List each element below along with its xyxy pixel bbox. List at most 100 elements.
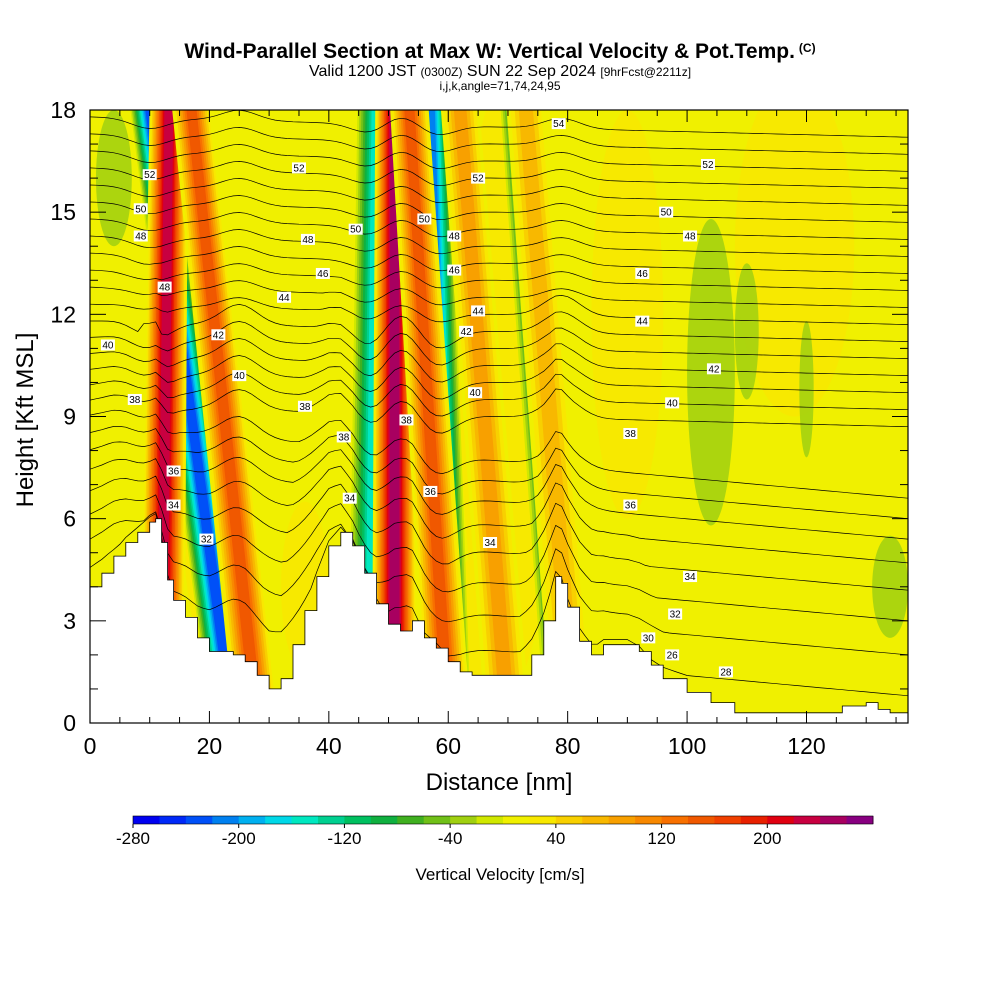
isentrope-line [90,229,908,257]
isentrope-label-bg [447,264,462,276]
isentrope-label: 54 [551,118,566,130]
isentrope-line [90,321,908,366]
isentrope-label-text: 32 [201,535,213,546]
isentrope-label-bg [459,325,474,337]
isentrope-label-bg [100,339,115,351]
isentrope-label-text: 38 [299,402,311,413]
isentrope-label-bg [133,230,148,242]
velocity-streaks [130,110,597,723]
isentrope-label: 48 [157,281,172,294]
isentrope-label: 26 [665,649,680,661]
colorbar-swatch [661,816,689,824]
isentrope-label-text: 34 [685,572,697,583]
isentrope-label-bg [336,431,351,443]
isentrope-label: 40 [232,370,247,382]
isentrope-label-text: 34 [484,538,496,549]
y-tick-label: 3 [63,608,76,634]
colorbar-swatch [159,816,187,824]
isentrope-label-bg [133,203,148,215]
isentrope-label-bg [447,230,462,242]
isentrope-label-bg [665,397,680,409]
isentrope-label-bg [641,632,656,644]
grid-indices: i,j,k,angle=71,74,24,95 [439,79,561,93]
isentrope-label-bg [423,485,438,497]
isentrope-label: 34 [483,537,498,549]
isentrope-label-text: 38 [401,415,413,426]
isentrope-labels: 26 28 30 32 32 34 34 34 34 36 36 36 38 38 38 38 38 40 40 40… [100,118,733,678]
isentrope-label: 44 [635,315,650,328]
isentrope-label: 36 [423,485,438,498]
isentrope-line [90,212,908,240]
isentrope-label: 38 [297,400,312,413]
isentrope-line [90,280,908,308]
colorbar-swatch [740,816,768,824]
isentrope-label: 32 [668,608,683,621]
updraft-band [186,110,264,723]
isentrope-line [90,409,908,499]
isentrope-label: 40 [468,387,483,399]
colorbar-swatch [397,816,425,824]
isentrope-label: 46 [315,267,330,280]
x-tick-label: 20 [197,733,223,759]
y-tick-label: 9 [63,404,76,430]
isentrope-label-text: 44 [278,293,290,304]
isentrope-label-text: 48 [302,235,314,246]
isentrope-label-text: 50 [350,225,362,236]
isentrope-label: 36 [166,465,181,477]
colorbar-swatch [635,816,663,824]
isentrope-label-text: 36 [625,501,637,512]
isentrope-label-bg [342,492,357,504]
isentrope-label: 40 [665,397,680,409]
field-patch [734,263,759,400]
colorbar-tick-label: -40 [438,829,463,848]
isentrope-label-bg [166,465,181,477]
isentrope-label: 48 [447,230,462,243]
isentrope-line [90,246,908,274]
y-tick-label: 0 [63,710,76,736]
isentrope-label-bg [623,428,638,440]
terrain-mask [89,518,909,724]
isentrope-label-text: 46 [449,266,461,277]
isentrope-label-text: 42 [708,364,720,375]
field-patch [872,535,908,638]
isentrope-label-bg [468,387,483,399]
isentrope-line [90,494,908,622]
updraft-band [404,110,455,723]
isentrope-label-text: 48 [449,232,461,243]
colorbar-tick-label: 40 [546,829,565,848]
isentrope-label-bg [471,305,486,317]
isentrope-label-text: 52 [702,160,714,171]
isentrope-label-text: 46 [637,269,649,280]
y-tick-label: 12 [50,301,76,327]
isentrope-label: 48 [300,233,315,246]
colorbar-swatch [344,816,372,824]
colorbar-swatch [185,816,213,824]
colorbar-swatch [212,816,240,824]
isentrope-label-bg [706,363,721,375]
isentrope-label-text: 44 [473,306,485,317]
isentrope-line [90,355,908,400]
isentrope-label-text: 26 [667,650,679,661]
isentrope-label-bg [157,281,172,293]
chart-title: Wind-Parallel Section at Max W: Vertical… [0,36,1000,64]
isentrope-label-text: 40 [667,398,679,409]
isentrope-label-text: 36 [425,487,437,498]
isentrope-line [90,475,908,591]
isentrope-label-text: 50 [135,204,147,215]
isentrope-label: 34 [683,571,698,583]
title-block: Wind-Parallel Section at Max W: Vertical… [0,36,1000,93]
isentrope-line [90,513,908,697]
x-tick-label: 0 [84,733,97,759]
colorbar-frame [132,815,874,825]
isentrope-label-bg [551,118,566,130]
isentrope-label-bg [399,414,414,426]
isentrope-label-bg [300,233,315,245]
isentrope-label-text: 52 [144,170,156,181]
isentrope-line [90,295,908,325]
isentrope-line [90,178,908,206]
isentrope-line [90,304,908,349]
isentrope-label-bg [683,571,698,583]
colorbar-swatch [582,816,610,824]
isentrope-label: 48 [683,230,698,243]
isentrope-label-bg [659,206,674,218]
